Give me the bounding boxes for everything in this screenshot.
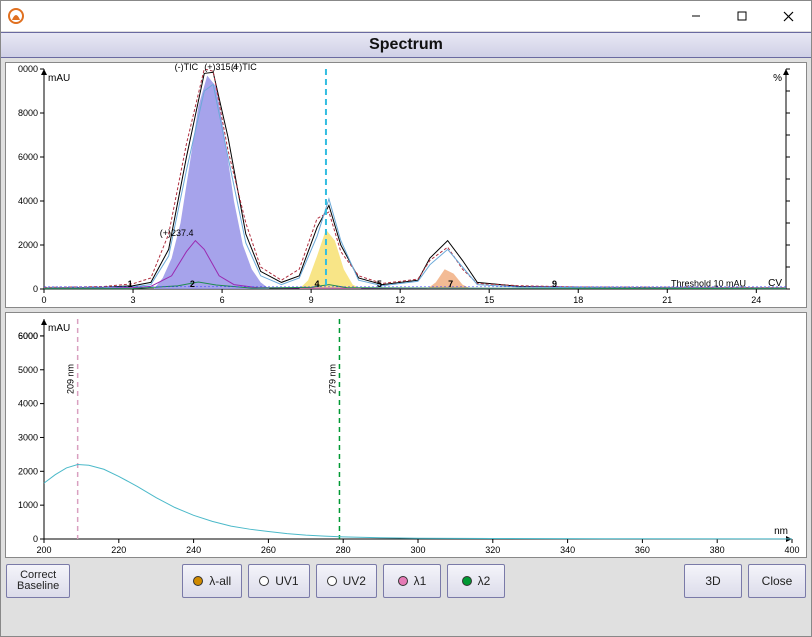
- svg-text:18: 18: [573, 295, 583, 305]
- svg-text:9: 9: [552, 279, 557, 289]
- uv2-dot-icon: [327, 576, 337, 586]
- svg-text:nm: nm: [774, 526, 788, 537]
- chromatogram-chart[interactable]: 02000400060008000000003691215182124mAU%C…: [5, 62, 807, 308]
- lambda1-button[interactable]: λ1: [383, 564, 441, 598]
- svg-text:0000: 0000: [18, 64, 38, 74]
- svg-text:mAU: mAU: [48, 323, 70, 334]
- svg-text:6: 6: [220, 295, 225, 305]
- svg-text:3: 3: [131, 295, 136, 305]
- svg-text:6000: 6000: [18, 152, 38, 162]
- maximize-button[interactable]: [719, 1, 765, 31]
- svg-text:CV: CV: [768, 278, 782, 289]
- toolbar: Correct Baseline λ-all UV1 UV2 λ1 λ2 3D …: [5, 562, 807, 600]
- svg-text:5: 5: [377, 279, 382, 289]
- svg-text:0: 0: [41, 295, 46, 305]
- svg-text:1: 1: [128, 279, 133, 289]
- close-label: Close: [762, 574, 793, 588]
- svg-text:2000: 2000: [18, 466, 38, 476]
- lambda-all-dot-icon: [193, 576, 203, 586]
- svg-text:2: 2: [190, 279, 195, 289]
- close-button[interactable]: Close: [748, 564, 806, 598]
- svg-text:400: 400: [784, 545, 799, 555]
- svg-text:4000: 4000: [18, 196, 38, 206]
- app-window: Spectrum 0200040006000800000000369121518…: [0, 0, 812, 637]
- svg-text:24: 24: [751, 295, 761, 305]
- lambda2-label: λ2: [478, 574, 491, 588]
- lambda1-label: λ1: [414, 574, 427, 588]
- three-d-button[interactable]: 3D: [684, 564, 742, 598]
- titlebar: [1, 1, 811, 32]
- svg-text:15: 15: [484, 295, 494, 305]
- svg-text:240: 240: [186, 545, 201, 555]
- panel-header: Spectrum: [1, 32, 811, 58]
- uv2-label: UV2: [343, 574, 366, 588]
- panel-body: 02000400060008000000003691215182124mAU%C…: [1, 58, 811, 636]
- lambda2-button[interactable]: λ2: [447, 564, 505, 598]
- svg-text:320: 320: [485, 545, 500, 555]
- svg-text:200: 200: [36, 545, 51, 555]
- svg-text:8000: 8000: [18, 108, 38, 118]
- svg-text:3000: 3000: [18, 432, 38, 442]
- svg-text:209 nm: 209 nm: [66, 364, 76, 394]
- three-d-label: 3D: [705, 574, 720, 588]
- svg-text:mAU: mAU: [48, 73, 70, 84]
- svg-text:340: 340: [560, 545, 575, 555]
- lambda2-dot-icon: [462, 576, 472, 586]
- svg-text:2000: 2000: [18, 240, 38, 250]
- svg-text:12: 12: [395, 295, 405, 305]
- svg-text:280: 280: [336, 545, 351, 555]
- svg-text:4000: 4000: [18, 399, 38, 409]
- lambda-all-label: λ-all: [209, 574, 231, 588]
- svg-text:9: 9: [309, 295, 314, 305]
- svg-text:279 nm: 279 nm: [327, 364, 337, 394]
- svg-text:(-)TIC: (-)TIC: [175, 63, 199, 72]
- app-icon: [7, 7, 25, 25]
- svg-text:5000: 5000: [18, 365, 38, 375]
- svg-text:4: 4: [315, 279, 320, 289]
- correct-baseline-button[interactable]: Correct Baseline: [6, 564, 70, 598]
- svg-text:21: 21: [662, 295, 672, 305]
- close-window-button[interactable]: [765, 1, 811, 31]
- svg-text:360: 360: [635, 545, 650, 555]
- svg-text:300: 300: [410, 545, 425, 555]
- svg-text:(+)TIC: (+)TIC: [231, 63, 257, 72]
- lambda1-dot-icon: [398, 576, 408, 586]
- svg-text:380: 380: [710, 545, 725, 555]
- svg-text:1000: 1000: [18, 500, 38, 510]
- spectrum-chart[interactable]: 0100020003000400050006000600020022024026…: [5, 312, 807, 558]
- uv2-button[interactable]: UV2: [316, 564, 377, 598]
- minimize-button[interactable]: [673, 1, 719, 31]
- lambda-all-button[interactable]: λ-all: [182, 564, 242, 598]
- uv1-button[interactable]: UV1: [248, 564, 309, 598]
- svg-text:7: 7: [448, 279, 453, 289]
- uv1-label: UV1: [275, 574, 298, 588]
- svg-text:260: 260: [261, 545, 276, 555]
- panel-title: Spectrum: [369, 36, 443, 54]
- svg-text:6000: 6000: [18, 331, 38, 341]
- svg-text:0: 0: [33, 534, 38, 544]
- svg-text:(+)237.4: (+)237.4: [160, 228, 194, 238]
- uv1-dot-icon: [259, 576, 269, 586]
- svg-text:0: 0: [33, 284, 38, 294]
- svg-text:220: 220: [111, 545, 126, 555]
- svg-text:%: %: [773, 73, 782, 84]
